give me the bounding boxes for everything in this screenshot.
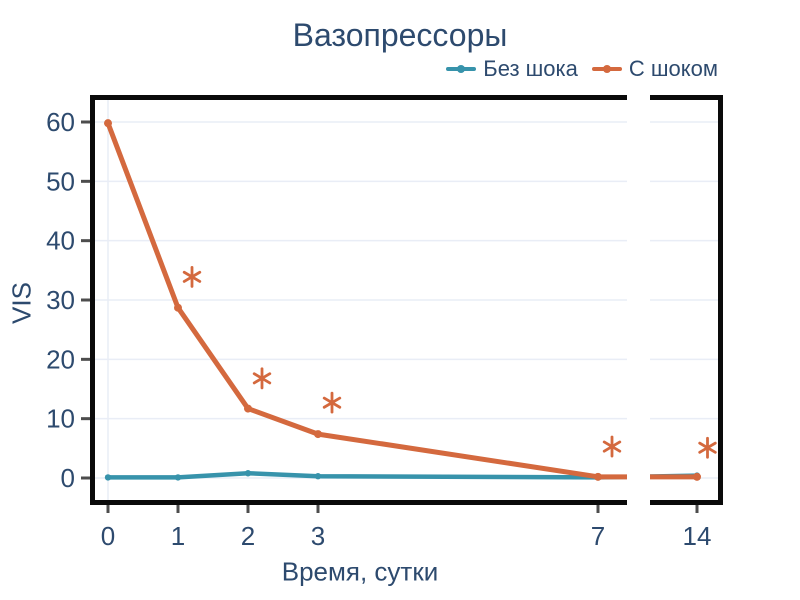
data-point (174, 303, 182, 312)
significance-asterisk (182, 265, 202, 288)
x-axis-label: Время, сутки (281, 556, 439, 587)
legend-dot (602, 65, 611, 73)
significance-asterisk (252, 367, 272, 390)
data-point (174, 474, 182, 481)
chart-title: Вазопрессоры (292, 17, 508, 53)
data-point (244, 470, 252, 477)
y-tick-label: 60 (46, 107, 75, 137)
series-line-s-shokom (105, 122, 697, 480)
y-tick-label: 50 (46, 166, 75, 196)
x-tick-label: 2 (241, 521, 255, 551)
data-point (104, 474, 112, 481)
significance-asterisk (698, 436, 717, 459)
break-panel-border (650, 95, 723, 505)
y-tick-label: 10 (46, 404, 75, 434)
data-point (314, 473, 322, 480)
y-tick-label: 20 (46, 344, 75, 374)
legend-dot (457, 65, 466, 73)
legend-label-bez-shoka: Без шока (483, 56, 578, 81)
x-tick-label: 1 (171, 521, 185, 551)
x-tick-label: 3 (311, 521, 325, 551)
x-tick-label: 0 (101, 521, 115, 551)
line-dot-marker-icon (446, 64, 477, 74)
significance-asterisk (322, 391, 342, 414)
axis-ticks: 0 10 20 30 40 50 60 0 1 2 3 7 14 (46, 107, 711, 551)
y-tick-label: 40 (46, 226, 75, 256)
main-panel-border (90, 95, 627, 505)
line-dot-marker-icon (591, 64, 622, 74)
data-point (693, 472, 701, 481)
legend: Без шока С шоком (446, 56, 718, 82)
data-point (244, 404, 252, 413)
data-point (314, 430, 322, 439)
y-tick-label: 0 (61, 463, 75, 493)
significance-markers (182, 265, 717, 459)
legend-label-s-shokom: С шоком (628, 56, 718, 81)
x-tick-label: 7 (591, 521, 605, 551)
gridlines (94, 99, 719, 501)
x-tick-label: 14 (683, 521, 712, 551)
y-tick-label: 30 (46, 285, 75, 315)
data-point (594, 472, 602, 481)
legend-item-s-shokom: С шоком (591, 56, 718, 82)
legend-item-bez-shoka: Без шока (446, 56, 578, 82)
significance-asterisk (602, 435, 622, 458)
series-layer (104, 119, 701, 481)
data-point (104, 119, 112, 128)
